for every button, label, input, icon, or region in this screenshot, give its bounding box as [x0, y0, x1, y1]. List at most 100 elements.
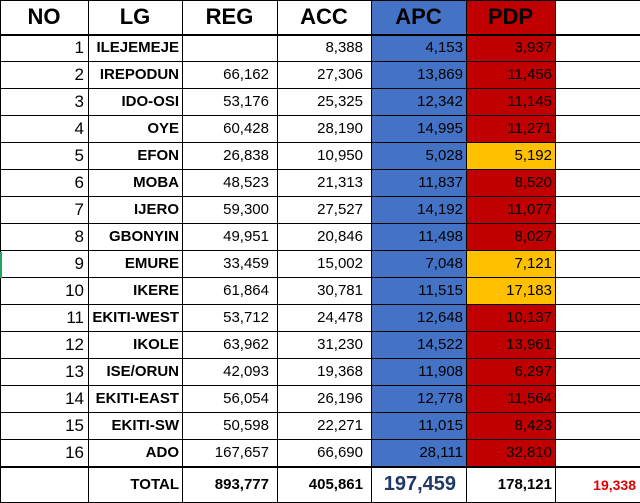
cell-blank[interactable] [555, 34, 640, 61]
cell-pdp[interactable]: 7,121 [466, 250, 555, 277]
cell-no[interactable]: 4 [74, 118, 84, 138]
cell-blank[interactable] [555, 250, 640, 277]
header-lg[interactable]: LG [119, 4, 151, 29]
cell-pdp[interactable]: 11,145 [466, 88, 555, 115]
cell-acc[interactable]: 30,781 [317, 282, 363, 299]
cell-reg[interactable]: 50,598 [223, 417, 269, 434]
cell-lg[interactable]: EMURE [124, 255, 179, 272]
cell-pdp[interactable]: 6,297 [466, 358, 555, 385]
cell-acc[interactable]: 8,388 [325, 39, 363, 56]
cell-no[interactable]: 16 [65, 442, 84, 462]
cell-no[interactable]: 13 [65, 361, 84, 381]
cell-blank[interactable] [555, 196, 640, 223]
cell-blank[interactable] [555, 439, 640, 466]
cell-pdp[interactable]: 5,192 [466, 142, 555, 169]
cell-apc[interactable]: 12,778 [371, 385, 466, 412]
cell-no[interactable]: 11 [66, 307, 84, 327]
cell-blank[interactable] [555, 304, 640, 331]
header-blank[interactable] [555, 0, 640, 34]
cell-reg[interactable]: 167,657 [214, 444, 269, 461]
cell-reg[interactable]: 42,093 [223, 363, 269, 380]
cell-pdp[interactable]: 11,564 [466, 385, 555, 412]
cell-lg[interactable]: IKOLE [133, 336, 179, 353]
cell-acc[interactable]: 21,313 [317, 174, 363, 191]
cell-apc[interactable]: 14,522 [371, 331, 466, 358]
cell-no[interactable]: 6 [74, 172, 84, 192]
total-no-cell[interactable] [0, 466, 88, 503]
cell-reg[interactable]: 56,054 [223, 390, 269, 407]
cell-acc[interactable]: 27,527 [317, 201, 363, 218]
cell-acc[interactable]: 10,950 [317, 147, 363, 164]
total-difference[interactable]: 19,338 [593, 476, 636, 493]
cell-acc[interactable]: 26,196 [317, 390, 363, 407]
header-reg[interactable]: REG [205, 4, 254, 29]
total-apc[interactable]: 197,459 [371, 466, 466, 503]
cell-apc[interactable]: 14,995 [371, 115, 466, 142]
cell-apc[interactable]: 11,015 [371, 412, 466, 439]
cell-blank[interactable] [555, 412, 640, 439]
cell-acc[interactable]: 25,325 [317, 93, 363, 110]
total-pdp[interactable]: 178,121 [466, 466, 555, 503]
cell-blank[interactable] [555, 142, 640, 169]
cell-lg[interactable]: GBONYIN [108, 228, 179, 245]
cell-lg[interactable]: EFON [137, 147, 179, 164]
cell-apc[interactable]: 11,837 [371, 169, 466, 196]
cell-blank[interactable] [555, 223, 640, 250]
cell-reg[interactable]: 48,523 [223, 174, 269, 191]
cell-blank[interactable] [555, 61, 640, 88]
cell-lg[interactable]: OYE [147, 120, 179, 137]
cell-blank[interactable] [555, 88, 640, 115]
cell-no[interactable]: 3 [74, 91, 84, 111]
cell-pdp[interactable]: 3,937 [466, 34, 555, 61]
cell-reg[interactable]: 60,428 [223, 120, 269, 137]
cell-pdp[interactable]: 13,961 [466, 331, 555, 358]
cell-apc[interactable]: 7,048 [371, 250, 466, 277]
cell-lg[interactable]: EKITI-SW [111, 417, 180, 434]
cell-reg[interactable]: 33,459 [223, 255, 269, 272]
cell-lg[interactable]: IDO-OSI [121, 93, 179, 110]
cell-apc[interactable]: 11,498 [371, 223, 466, 250]
cell-lg[interactable]: EKITI-WEST [92, 309, 179, 326]
total-reg[interactable]: 893,777 [214, 476, 269, 493]
cell-apc[interactable]: 11,515 [371, 277, 466, 304]
cell-pdp[interactable]: 11,271 [466, 115, 555, 142]
cell-pdp[interactable]: 11,456 [466, 61, 555, 88]
cell-blank[interactable] [555, 277, 640, 304]
cell-apc[interactable]: 11,908 [371, 358, 466, 385]
cell-blank[interactable] [555, 358, 640, 385]
cell-acc[interactable]: 28,190 [317, 120, 363, 137]
cell-no[interactable]: 12 [65, 334, 84, 354]
cell-no[interactable]: 10 [65, 280, 84, 300]
cell-acc[interactable]: 66,690 [317, 444, 363, 461]
cell-acc[interactable]: 22,271 [317, 417, 363, 434]
total-acc[interactable]: 405,861 [308, 476, 363, 493]
cell-reg[interactable]: 59,300 [223, 201, 269, 218]
header-apc[interactable]: APC [371, 0, 466, 34]
cell-lg[interactable]: EKITI-EAST [95, 390, 179, 407]
cell-apc[interactable]: 5,028 [371, 142, 466, 169]
cell-reg[interactable]: 53,712 [223, 309, 269, 326]
cell-reg[interactable]: 66,162 [223, 66, 269, 83]
cell-acc[interactable]: 15,002 [317, 255, 363, 272]
cell-no[interactable]: 9 [74, 253, 84, 273]
cell-acc[interactable]: 24,478 [317, 309, 363, 326]
cell-acc[interactable]: 31,230 [317, 336, 363, 353]
cell-blank[interactable] [555, 115, 640, 142]
cell-acc[interactable]: 27,306 [317, 66, 363, 83]
cell-apc[interactable]: 13,869 [371, 61, 466, 88]
cell-no[interactable]: 15 [65, 415, 84, 435]
cell-pdp[interactable]: 8,520 [466, 169, 555, 196]
cell-pdp[interactable]: 10,137 [466, 304, 555, 331]
cell-apc[interactable]: 12,342 [371, 88, 466, 115]
cell-reg[interactable]: 53,176 [223, 93, 269, 110]
cell-pdp[interactable]: 11,077 [466, 196, 555, 223]
cell-apc[interactable]: 28,111 [371, 439, 466, 466]
header-no[interactable]: NO [27, 4, 61, 29]
cell-lg[interactable]: IREPODUN [99, 66, 179, 83]
cell-reg[interactable]: 61,864 [223, 282, 269, 299]
cell-no[interactable]: 1 [74, 37, 84, 57]
cell-no[interactable]: 8 [74, 226, 84, 246]
cell-apc[interactable]: 12,648 [371, 304, 466, 331]
cell-pdp[interactable]: 8,423 [466, 412, 555, 439]
total-label[interactable]: TOTAL [130, 476, 179, 493]
